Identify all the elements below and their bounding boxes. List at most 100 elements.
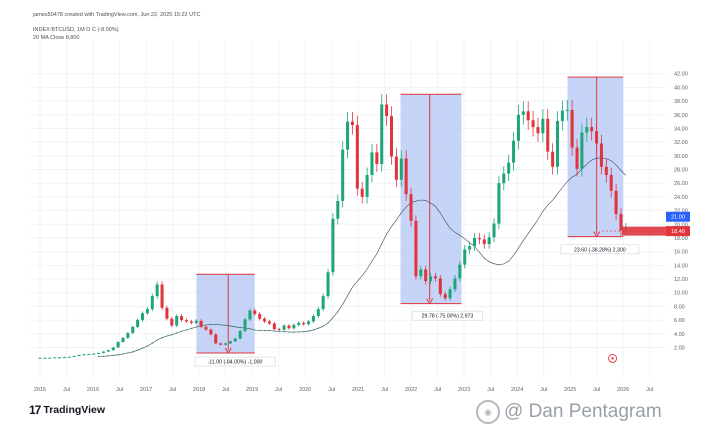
candle-body <box>585 127 589 133</box>
candle-body <box>131 326 135 334</box>
candle-body <box>292 324 296 329</box>
y-tick-label: 32.00 <box>674 140 688 146</box>
candle-body <box>199 320 203 327</box>
x-axis: 2015 Jul 2016 Jul 2017 Jul 2018 Jul 2019 Jul 2020 J… <box>34 387 653 393</box>
ma-dot <box>283 331 285 333</box>
candle-body <box>53 357 57 359</box>
candle-body <box>297 322 301 325</box>
candle-body <box>365 174 369 197</box>
candle-body <box>277 328 281 330</box>
y-tick-label: 12.00 <box>674 277 688 283</box>
ma-dot <box>175 332 178 334</box>
candle-body <box>106 350 110 352</box>
candle-body <box>555 120 560 167</box>
candle-body <box>150 296 154 310</box>
candle-body <box>472 237 477 247</box>
candle-body <box>546 118 550 152</box>
drawdown-label-2022-bg <box>412 310 483 321</box>
candle-body <box>385 104 389 117</box>
candle-body <box>97 352 101 354</box>
candle-body <box>180 315 184 321</box>
candle-body <box>145 309 149 314</box>
x-tick-label: Jul <box>328 387 335 393</box>
ma-dot <box>302 331 305 333</box>
candle-body <box>604 166 608 175</box>
candle-body <box>414 220 418 277</box>
price-label-current: 21.00 <box>671 215 685 221</box>
ma-dot <box>254 329 256 331</box>
candle-body <box>477 237 481 240</box>
candle-body <box>160 284 164 308</box>
candle-body <box>531 120 535 128</box>
candle-body <box>272 323 276 329</box>
ma-dot <box>263 329 266 332</box>
ma-dot <box>122 353 124 355</box>
candle-body <box>512 140 516 163</box>
y-tick-label: 42.00 <box>674 72 688 78</box>
ma-dot <box>273 330 276 332</box>
candle-body <box>321 296 325 310</box>
y-tick-label: 20.00 <box>674 222 688 228</box>
y-tick-label: 14.00 <box>674 263 688 269</box>
candle-body <box>453 278 457 290</box>
candle-body <box>609 174 613 191</box>
annotation-labels: -11.00 (-84.00%) -1,000 29.78 (-75.00%) 2… <box>194 211 690 367</box>
x-tick-label: 2015 <box>34 387 46 393</box>
candle-body <box>209 329 213 335</box>
ma-dot <box>161 337 163 339</box>
x-tick-label: Jul <box>222 387 229 393</box>
drawdown-label-2025-bg <box>560 244 640 255</box>
drawdown-box <box>196 274 255 353</box>
ma-dot <box>317 327 319 329</box>
candle-body <box>482 239 486 245</box>
x-tick-label: 2021 <box>352 387 364 393</box>
ma-dot <box>215 323 217 326</box>
candle-body <box>82 354 86 356</box>
candle-body <box>62 357 66 359</box>
price-tag-bar <box>622 226 666 236</box>
ma-dot <box>239 326 241 329</box>
x-tick-label: 2025 <box>564 387 576 393</box>
candle-body <box>175 315 179 326</box>
x-tick-label: 2020 <box>299 387 311 393</box>
tradingview-logo[interactable]: 17 TradingView <box>29 403 105 417</box>
x-tick-label: 2023 <box>458 387 470 393</box>
ma-dot <box>210 323 212 326</box>
candle-body <box>258 313 262 319</box>
ma-dot <box>278 330 280 333</box>
candle-body <box>331 218 335 273</box>
price-label-current-bg <box>666 211 690 222</box>
candle-body <box>243 319 247 332</box>
ma-dot <box>166 335 168 337</box>
ma-dot <box>190 327 193 330</box>
drawdown-label-2018: -11.00 (-84.00%) -1,000 <box>208 360 263 366</box>
ma-dot <box>234 326 236 328</box>
ma-dot <box>112 354 114 357</box>
x-tick-label: Jul <box>646 387 653 393</box>
candle-body <box>228 341 232 344</box>
tradingview-logo-text: TradingView <box>43 404 106 416</box>
candle-body <box>614 190 618 214</box>
candle-body <box>419 269 423 277</box>
candle-body <box>516 114 520 141</box>
candle-body <box>394 156 398 180</box>
ma-dot <box>107 355 110 357</box>
candle-body <box>575 147 579 169</box>
candle-body <box>380 104 384 165</box>
ma-dot <box>151 342 153 344</box>
candle-body <box>429 276 433 282</box>
ma-dot <box>127 352 129 354</box>
ma-dot <box>327 322 329 324</box>
x-tick-label: Jul <box>169 387 176 393</box>
ma-dot <box>307 330 310 332</box>
candle-body <box>58 357 62 359</box>
candle-body <box>521 111 525 115</box>
candle-body <box>326 272 330 297</box>
candle-body <box>253 310 257 314</box>
ma-dot <box>136 349 139 351</box>
x-tick-label: 2019 <box>246 387 258 393</box>
candle-body <box>121 337 125 342</box>
ma-dot <box>312 329 315 331</box>
candle-body <box>92 353 96 355</box>
y-tick-label: 30.00 <box>674 154 688 160</box>
